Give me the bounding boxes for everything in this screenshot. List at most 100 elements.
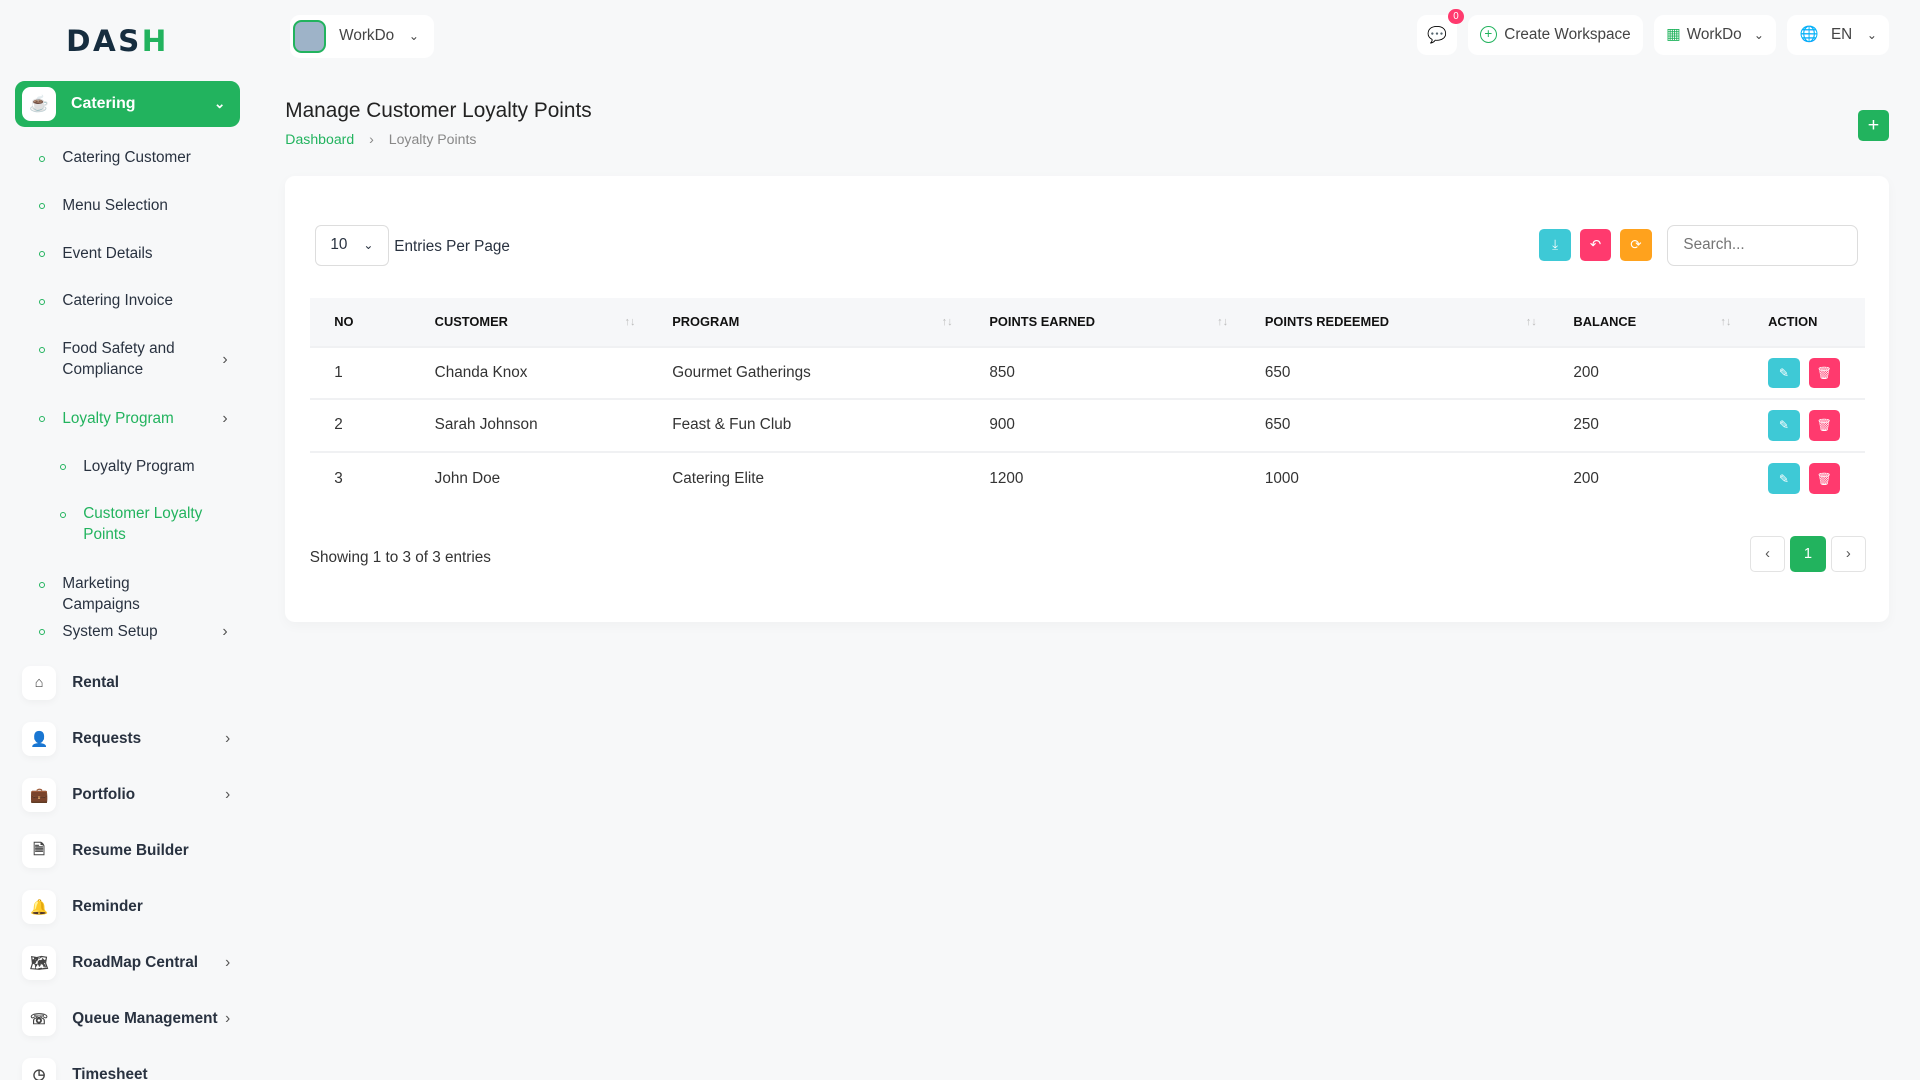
column-header[interactable]: CUSTOMER ↑↓ [410,297,648,347]
grid-icon: ▦ [1666,26,1681,44]
undo-icon: ↶ [1589,236,1602,252]
cell-earned: 1200 [989,469,1024,487]
delete-button[interactable]: 🗑 [1808,410,1841,441]
map-icon: 🗺 [22,945,57,981]
sidebar-subitem[interactable]: Food Safety and Compliance › [39,339,228,381]
entries-per-page-label: Entries Per Page [394,237,510,255]
top-bar-actions: 💬 0 + Create Workspace ▦ WorkDo ⌄ 🌐 EN ⌄ [1417,8,1890,56]
workdo-menu[interactable]: ▦ WorkDo ⌄ [1653,14,1777,56]
export-button[interactable]: ⤓ [1539,228,1571,261]
bullet-icon [39,203,46,210]
sidebar-item-timesheet[interactable]: ◷ Timesheet [22,1057,230,1080]
chevron-right-icon: › [225,954,231,972]
logo: DASH [66,24,169,59]
breadcrumb-current: Loyalty Points [388,131,477,148]
sidebar-item-catering[interactable]: ☕ Catering ⌄ [14,80,240,128]
bullet-icon [39,581,46,588]
sidebar-subitem[interactable]: Marketing Campaigns [39,574,228,616]
bullet-icon [39,155,46,162]
sidebar-item-roadmap-central[interactable]: 🗺 RoadMap Central › [22,945,231,981]
trash-icon: 🗑 [1816,365,1833,380]
notification-badge: 0 [1447,8,1464,25]
sidebar-subitem[interactable]: Catering Invoice [39,291,228,312]
edit-button[interactable]: ✎ [1768,463,1800,494]
sidebar: DASH ☕ Catering ⌄ Catering Customer Menu … [0,0,255,1080]
refresh-icon: ⟳ [1630,236,1642,252]
sort-icon: ↑↓ [1720,315,1732,328]
sidebar-subitem[interactable]: Menu Selection [39,196,228,217]
workspace-icon [292,19,326,53]
sidebar-subitem[interactable]: Catering Customer [39,148,228,169]
sidebar-item-queue-management[interactable]: ☏ Queue Management › [22,1001,230,1037]
sidebar-item-requests[interactable]: 👤 Requests › [22,722,230,757]
sidebar-item-rental[interactable]: ⌂ Rental [22,666,230,701]
chevron-right-icon: › [222,409,228,427]
column-header: NO [309,297,411,347]
home-icon: ⌂ [22,666,57,701]
column-label: PROGRAM [672,314,740,330]
pagination-page[interactable]: 1 [1790,536,1826,572]
sidebar-item-resume-builder[interactable]: 🗎 Resume Builder [22,834,230,869]
sort-icon: ↑↓ [1525,315,1537,328]
sidebar-subitem[interactable]: Loyalty Program [60,457,228,478]
cell-no: 3 [334,469,343,487]
chevron-right-icon: › [222,623,228,641]
column-header[interactable]: BALANCE ↑↓ [1548,297,1744,347]
sidebar-subitem[interactable]: Loyalty Program › [39,409,228,430]
coffee-cup-icon: ☕ [22,86,57,122]
cell-customer: Sarah Johnson [434,416,538,434]
delete-button[interactable]: 🗑 [1808,463,1841,494]
create-workspace-button[interactable]: + Create Workspace [1467,14,1643,56]
refresh-button[interactable]: ⟳ [1619,228,1652,261]
reset-button[interactable]: ↶ [1579,228,1612,261]
sidebar-item-label: Loyalty Program [83,457,195,475]
pencil-icon: ✎ [1778,365,1790,380]
table-row: 2 Sarah Johnson Feast & Fun Club 900 650 250 ✎… [309,398,1865,452]
sidebar-item-label: Queue Management [72,1010,218,1028]
delete-button[interactable]: 🗑 [1808,357,1841,389]
sidebar-subitem[interactable]: System Setup › [39,622,228,643]
sidebar-item-portfolio[interactable]: 💼 Portfolio › [22,778,230,813]
column-header[interactable]: PROGRAM ↑↓ [647,297,965,347]
cell-redeemed: 650 [1264,416,1291,434]
chevron-down-icon: ⌄ [214,96,226,112]
workspace-switcher[interactable]: WorkDo ⌄ [290,14,434,58]
cell-balance: 200 [1573,469,1599,487]
column-label: BALANCE [1573,314,1637,330]
entries-per-page-select[interactable]: 10 ⌄ [314,225,390,266]
column-header: ACTION [1743,297,1865,347]
add-button[interactable]: + [1857,110,1890,141]
sidebar-subitem[interactable]: Customer Loyalty Points [60,504,228,546]
chevron-left-icon: ‹ [1765,546,1770,563]
language-selector[interactable]: 🌐 EN ⌄ [1787,14,1890,56]
sort-icon: ↑↓ [624,315,636,328]
sidebar-item-label: Loyalty Program [62,409,174,427]
per-page-value: 10 [330,236,348,254]
chevron-down-icon: ⌄ [1753,27,1765,42]
sidebar-subitem[interactable]: Event Details [39,244,228,265]
search-input[interactable] [1666,225,1858,266]
breadcrumb-dashboard[interactable]: Dashboard [285,131,355,148]
column-header[interactable]: POINTS EARNED ↑↓ [964,297,1241,347]
messages-button[interactable]: 💬 0 [1417,8,1464,56]
clock-icon: ◷ [22,1057,57,1080]
edit-button[interactable]: ✎ [1768,357,1800,389]
sidebar-item-label: System Setup [62,623,158,641]
pencil-icon: ✎ [1778,471,1790,486]
sidebar-item-label: Catering [71,95,136,113]
cell-no: 2 [334,416,343,434]
sidebar-item-label: Customer Loyalty Points [83,505,203,544]
bullet-icon [39,251,46,258]
cell-program: Feast & Fun Club [672,416,792,434]
cell-customer: John Doe [434,469,501,487]
breadcrumb: Dashboard › Loyalty Points [285,131,476,147]
breadcrumb-separator-icon: › [369,131,374,148]
pagination-next[interactable]: › [1830,536,1867,572]
column-header[interactable]: POINTS REDEEMED ↑↓ [1240,297,1549,347]
cell-no: 1 [334,363,343,381]
pagination-prev[interactable]: ‹ [1749,536,1786,572]
chevron-down-icon: ⌄ [408,29,420,44]
edit-button[interactable]: ✎ [1768,410,1800,441]
sidebar-item-reminder[interactable]: 🔔 Reminder [22,889,230,925]
bullet-icon [60,464,67,471]
